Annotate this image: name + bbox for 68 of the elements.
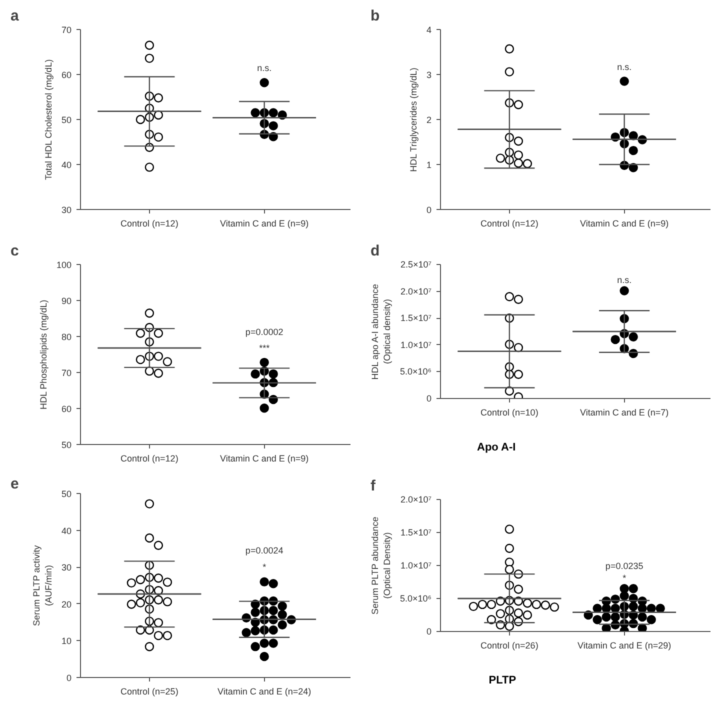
y-tick-label: 1.5×10⁷ bbox=[400, 313, 432, 324]
y-tick-label: 2.5×10⁷ bbox=[400, 260, 432, 270]
y-tick-label: 0 bbox=[426, 394, 432, 404]
x-tick-label: Vitamin C and E (n=9) bbox=[580, 218, 669, 228]
x-tick-label: Control (n=10) bbox=[480, 408, 538, 418]
chart-title: c bbox=[10, 242, 19, 260]
annotation: p=0.0002 bbox=[245, 326, 284, 337]
y-tick-label: 50 bbox=[61, 440, 72, 450]
y-axis-title: Total HDL Cholesterol (mg/dL) bbox=[43, 59, 54, 180]
y-tick-label: 1.0×10⁷ bbox=[400, 560, 432, 570]
y-tick-label: 90 bbox=[61, 296, 72, 306]
annotation: n.s. bbox=[257, 63, 272, 74]
x-tick-label: Control (n=25) bbox=[120, 686, 178, 696]
x-tick-label: Vitamin C and E (n=7) bbox=[580, 408, 669, 418]
annotation: n.s. bbox=[617, 62, 632, 72]
y-tick-label: 40 bbox=[61, 160, 72, 170]
y-axis-title: HDL Phospholipids (mg/dL) bbox=[38, 300, 48, 410]
x-tick-label: Control (n=12) bbox=[480, 218, 538, 228]
y-tick-label: 0 bbox=[426, 626, 432, 636]
annotation: p=0.0024 bbox=[245, 546, 284, 556]
chart-title: d bbox=[370, 242, 380, 260]
y-tick-label: 10 bbox=[61, 636, 72, 646]
y-tick-label: 60 bbox=[61, 70, 72, 80]
x-tick-label: Control (n=12) bbox=[120, 454, 178, 464]
y-tick-label: 5.0×10⁶ bbox=[400, 366, 432, 377]
annotation: *** bbox=[259, 343, 270, 354]
y-tick-label: 30 bbox=[61, 562, 72, 573]
y-tick-label: 5.0×10⁶ bbox=[400, 594, 432, 604]
x-tick-label: Control (n=12) bbox=[120, 218, 178, 228]
y-tick-label: 1 bbox=[426, 160, 432, 170]
y-tick-label: 50 bbox=[61, 115, 72, 125]
y-axis-title: HDL Triglycerides (mg/dL) bbox=[408, 68, 418, 172]
y-tick-label: 30 bbox=[61, 205, 72, 215]
y-tick-label: 3 bbox=[426, 70, 432, 80]
y-tick-label: 4 bbox=[426, 25, 432, 35]
chart-title: b bbox=[370, 8, 380, 24]
y-tick-label: 0 bbox=[66, 673, 72, 683]
y-tick-label: 2 bbox=[426, 115, 432, 125]
annotation: * bbox=[622, 573, 627, 584]
y-tick-label: 20 bbox=[61, 599, 72, 610]
x-tick-label: Vitamin C and E (n=9) bbox=[220, 218, 309, 228]
y-tick-label: 70 bbox=[61, 368, 72, 378]
y-tick-label: 40 bbox=[61, 526, 72, 536]
y-tick-label: 50 bbox=[61, 489, 72, 499]
y-tick-label: 70 bbox=[61, 25, 72, 35]
text: PLTP bbox=[488, 674, 516, 686]
y-axis-title: HDL apo A-I abundance (Optical density) bbox=[370, 284, 392, 380]
y-tick-label: 2.0×10⁷ bbox=[400, 494, 432, 504]
chart-title: f bbox=[370, 478, 376, 494]
annotation: n.s. bbox=[617, 275, 632, 286]
x-tick-label: Vitamin C and E (n=29) bbox=[578, 640, 672, 650]
y-axis-title: Serum PLTP abundance (Optical Density) bbox=[370, 516, 392, 614]
annotation: p=0.0235 bbox=[605, 561, 644, 572]
y-tick-label: 60 bbox=[61, 404, 72, 414]
y-tick-label: 80 bbox=[61, 332, 72, 342]
y-tick-label: 2.0×10⁷ bbox=[400, 286, 432, 296]
y-tick-label: 100 bbox=[56, 260, 72, 270]
chart-title: a bbox=[10, 8, 20, 24]
annotation: * bbox=[262, 562, 267, 572]
y-tick-label: 1.5×10⁷ bbox=[400, 528, 432, 538]
y-axis-title: Serum PLTP activity (AUF/min) bbox=[31, 544, 54, 626]
y-tick-label: 1.0×10⁷ bbox=[400, 340, 432, 350]
y-tick-label: 0 bbox=[426, 205, 432, 215]
text: Apo A-I bbox=[477, 442, 516, 454]
x-tick-label: Vitamin C and E (n=24) bbox=[218, 686, 312, 696]
chart-title: e bbox=[10, 476, 19, 492]
x-tick-label: Control (n=26) bbox=[480, 640, 538, 650]
x-tick-label: Vitamin C and E (n=9) bbox=[220, 454, 309, 464]
